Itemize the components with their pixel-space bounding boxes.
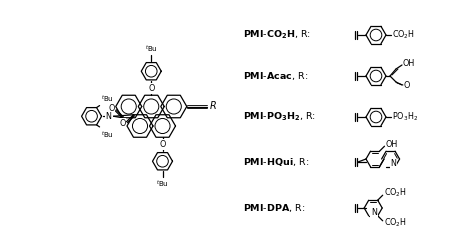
- Text: $\bf{PMI\text{-}CO_2H}$, R:: $\bf{PMI\text{-}CO_2H}$, R:: [243, 29, 311, 41]
- Polygon shape: [127, 115, 153, 137]
- Text: OH: OH: [403, 60, 415, 68]
- Text: $^t$Bu: $^t$Bu: [100, 129, 113, 140]
- Text: N: N: [106, 112, 111, 121]
- Text: $^t$Bu: $^t$Bu: [156, 178, 169, 189]
- Polygon shape: [141, 62, 161, 80]
- Text: $\bf{PMI\text{-}Acac}$, R:: $\bf{PMI\text{-}Acac}$, R:: [243, 70, 308, 82]
- Polygon shape: [161, 95, 187, 118]
- Text: $\bf{PMI\text{-}DPA}$, R:: $\bf{PMI\text{-}DPA}$, R:: [243, 202, 305, 214]
- Text: R: R: [210, 101, 217, 111]
- Text: OH: OH: [385, 140, 398, 149]
- Text: CO$_2$H: CO$_2$H: [383, 187, 407, 200]
- Text: O: O: [119, 119, 126, 128]
- Text: $^t$Bu: $^t$Bu: [145, 43, 158, 54]
- Polygon shape: [138, 95, 164, 118]
- Text: O: O: [108, 104, 114, 113]
- Polygon shape: [149, 115, 175, 137]
- Text: $\bf{PMI\text{-}HQui}$, R:: $\bf{PMI\text{-}HQui}$, R:: [243, 156, 309, 168]
- Text: O: O: [159, 140, 166, 149]
- Polygon shape: [116, 95, 142, 118]
- Text: PO$_3$H$_2$: PO$_3$H$_2$: [392, 110, 418, 123]
- Text: $^t$Bu: $^t$Bu: [100, 92, 113, 104]
- Text: CO$_2$H: CO$_2$H: [383, 216, 407, 229]
- Text: O: O: [404, 82, 410, 90]
- Text: O: O: [148, 84, 155, 93]
- Text: N: N: [391, 160, 396, 168]
- Polygon shape: [82, 108, 101, 125]
- Text: $\bf{PMI\text{-}PO_3H_2}$, R:: $\bf{PMI\text{-}PO_3H_2}$, R:: [243, 111, 316, 123]
- Text: CO$_2$H: CO$_2$H: [392, 28, 415, 41]
- Polygon shape: [153, 152, 173, 170]
- Text: N: N: [371, 208, 377, 218]
